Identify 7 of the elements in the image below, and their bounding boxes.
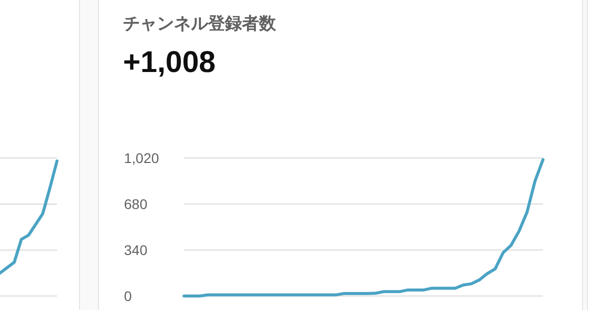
y-tick-label: 1,020 [124, 150, 160, 166]
y-tick-label: 680 [124, 196, 148, 212]
chart-subtitle: +1,008 [123, 46, 216, 80]
chart-title: チャンネル登録者数 [123, 13, 276, 35]
line-series [182, 158, 544, 298]
y-tick-label: 340 [124, 242, 148, 258]
y-tick-label: 0 [124, 288, 132, 304]
